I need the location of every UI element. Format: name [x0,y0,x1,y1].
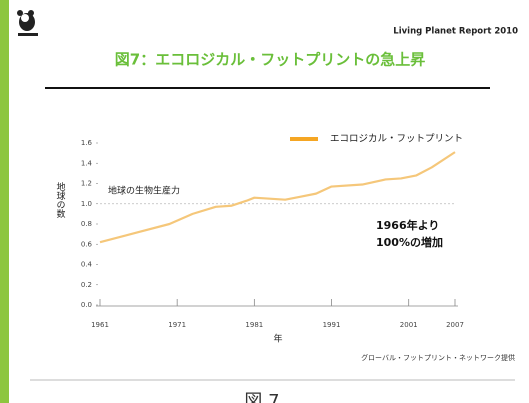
side-bar [0,0,9,403]
series-line [99,151,456,244]
slide-title: 図7：エコロジカル・フットプリントの急上昇 [115,51,425,69]
annotation: 100%の増加 [376,235,443,249]
chart: 0.0 0.2 0.4 0.6 0.8 1.0 1.2 1.4 1.6 1961 1971 1981 1… [55,134,464,345]
y-tick-label: 0.2 [81,281,92,289]
x-tick-label: 2007 [446,321,464,329]
y-tick-label: 0.6 [81,240,93,248]
x-tick-label: 1961 [91,321,109,329]
source: グローバル・フットプリント・ネットワーク提供 [361,353,515,362]
report-name: Living Planet Report 2010 [393,27,518,37]
x-tick-label: 2001 [400,321,418,329]
x-tick-label: 1991 [323,321,341,329]
reference-label: 地球の生物生産力 [108,184,180,196]
x-axis-label: 年 [273,333,282,345]
y-tick-label: 0.4 [81,261,93,269]
y-tick-label: 1.0 [81,200,92,208]
figure-label: 図 7 [244,391,279,403]
legend-label: エコロジカル・フットプリント [330,134,463,145]
logo [17,10,38,36]
x-tick-label: 1971 [168,321,186,329]
y-tick-label: 1.2 [81,180,92,188]
y-tick-label: 1.4 [81,159,93,167]
annotation: 1966年より [376,218,439,232]
x-tick-label: 1981 [245,321,263,329]
y-tick-label: 0.8 [81,220,92,228]
y-tick-label: 0.0 [81,301,92,309]
y-tick-label: 1.6 [81,139,93,147]
y-axis-label: 地球の数 [55,181,66,219]
